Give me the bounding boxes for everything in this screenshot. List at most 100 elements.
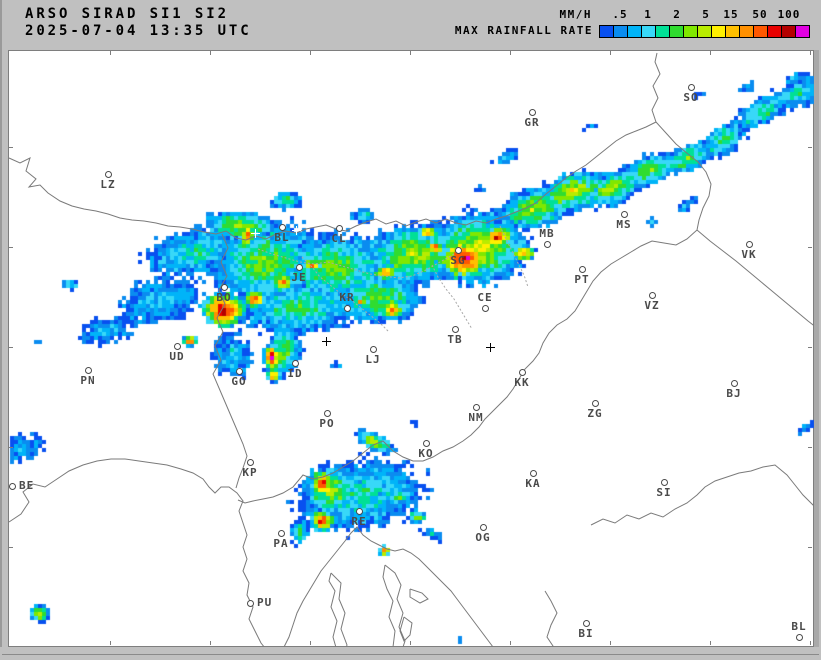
city-marker [247, 459, 254, 466]
frame-tick [810, 641, 811, 645]
frame-tick [9, 147, 13, 148]
region-border-line [301, 256, 389, 332]
city-marker [296, 264, 303, 271]
city-marker [336, 225, 343, 232]
city-marker [649, 292, 656, 299]
city-label: VK [741, 248, 757, 261]
city-label: KO [418, 447, 434, 460]
city-marker [370, 346, 377, 353]
city-marker [221, 284, 228, 291]
country-border-line [696, 229, 818, 329]
city-label: BL [791, 620, 807, 633]
legend-color-cell [655, 25, 670, 38]
city-label: VZ [644, 299, 660, 312]
legend-tick-label: 2 [673, 8, 681, 21]
legend-color-cell [739, 25, 754, 38]
city-label: BE [19, 479, 35, 492]
city-label: CL [331, 232, 347, 245]
city-marker [583, 620, 590, 627]
city-label: PT [574, 273, 590, 286]
frame-tick [110, 641, 111, 645]
radar-site-cross [251, 229, 260, 238]
frame-tick [310, 51, 311, 55]
city-marker [455, 247, 462, 254]
region-border-line [431, 264, 473, 330]
city-marker [480, 524, 487, 531]
frame-tick [810, 51, 811, 55]
radar-site-cross [292, 226, 301, 235]
frame-tick [610, 51, 611, 55]
frame-tick [310, 641, 311, 645]
frame-tick [9, 547, 13, 548]
legend-color-cell [627, 25, 642, 38]
legend-color-cell [725, 25, 740, 38]
city-label: BI [578, 627, 594, 640]
country-border-line [382, 564, 406, 654]
legend-tick-label: 50 [752, 8, 768, 21]
frame-tick [808, 347, 812, 348]
country-border-line [237, 229, 698, 504]
legend-color-cell [711, 25, 726, 38]
country-border-line [399, 616, 413, 642]
city-marker [579, 266, 586, 273]
city-marker [473, 404, 480, 411]
city-label: BJ [726, 387, 742, 400]
legend-unit-label: MM/H [559, 8, 592, 21]
region-border-line [499, 225, 529, 288]
timestamp: 2025-07-04 13:35 UTC [25, 23, 252, 39]
city-label: PN [80, 374, 96, 387]
legend-tick-label: 1 [644, 8, 652, 21]
legend-color-cell [753, 25, 768, 38]
frame-tick [9, 347, 13, 348]
city-label: SG [450, 254, 466, 267]
city-marker [105, 171, 112, 178]
city-marker [796, 634, 803, 641]
city-label: JE [291, 271, 307, 284]
legend-color-bar [599, 25, 810, 38]
frame-tick [610, 641, 611, 645]
country-border-line [276, 526, 501, 660]
country-border-line [590, 464, 818, 526]
city-label: CE [477, 291, 493, 304]
city-marker [661, 479, 668, 486]
radar-site-cross [322, 337, 331, 346]
bottom-strip [0, 647, 821, 660]
city-marker [247, 600, 254, 607]
legend-color-cell [599, 25, 614, 38]
city-label: ID [287, 367, 303, 380]
country-border-line [651, 52, 661, 123]
legend-tick-label: 15 [723, 8, 739, 21]
app-title: ARSO SIRAD SI1 SI2 [25, 6, 229, 22]
legend-tick-label: 5 [702, 8, 710, 21]
city-label: LZ [100, 178, 116, 191]
legend-color-cell [767, 25, 782, 38]
legend-color-cell [669, 25, 684, 38]
country-border-line [8, 121, 657, 241]
city-marker [530, 470, 537, 477]
city-label: LJ [365, 353, 381, 366]
city-label: PA [273, 537, 289, 550]
legend-color-cell [613, 25, 628, 38]
city-marker [688, 84, 695, 91]
city-label: BO [216, 291, 232, 304]
city-marker [519, 369, 526, 376]
legend-tick-label: .5 [612, 8, 628, 21]
city-label: PU [257, 596, 273, 609]
frame-tick [710, 641, 711, 645]
city-marker [423, 440, 430, 447]
city-label: RE [351, 515, 367, 528]
city-marker [85, 367, 92, 374]
frame-tick [210, 51, 211, 55]
city-label: KP [242, 466, 258, 479]
frame-tick [410, 641, 411, 645]
city-label: GR [524, 116, 540, 129]
frame-tick [410, 51, 411, 55]
city-label: KR [339, 291, 355, 304]
radar-site-cross [486, 343, 495, 352]
frame-tick [710, 51, 711, 55]
city-label: NM [468, 411, 484, 424]
city-label: SI [656, 486, 672, 499]
city-marker [621, 211, 628, 218]
frame-tick [808, 147, 812, 148]
